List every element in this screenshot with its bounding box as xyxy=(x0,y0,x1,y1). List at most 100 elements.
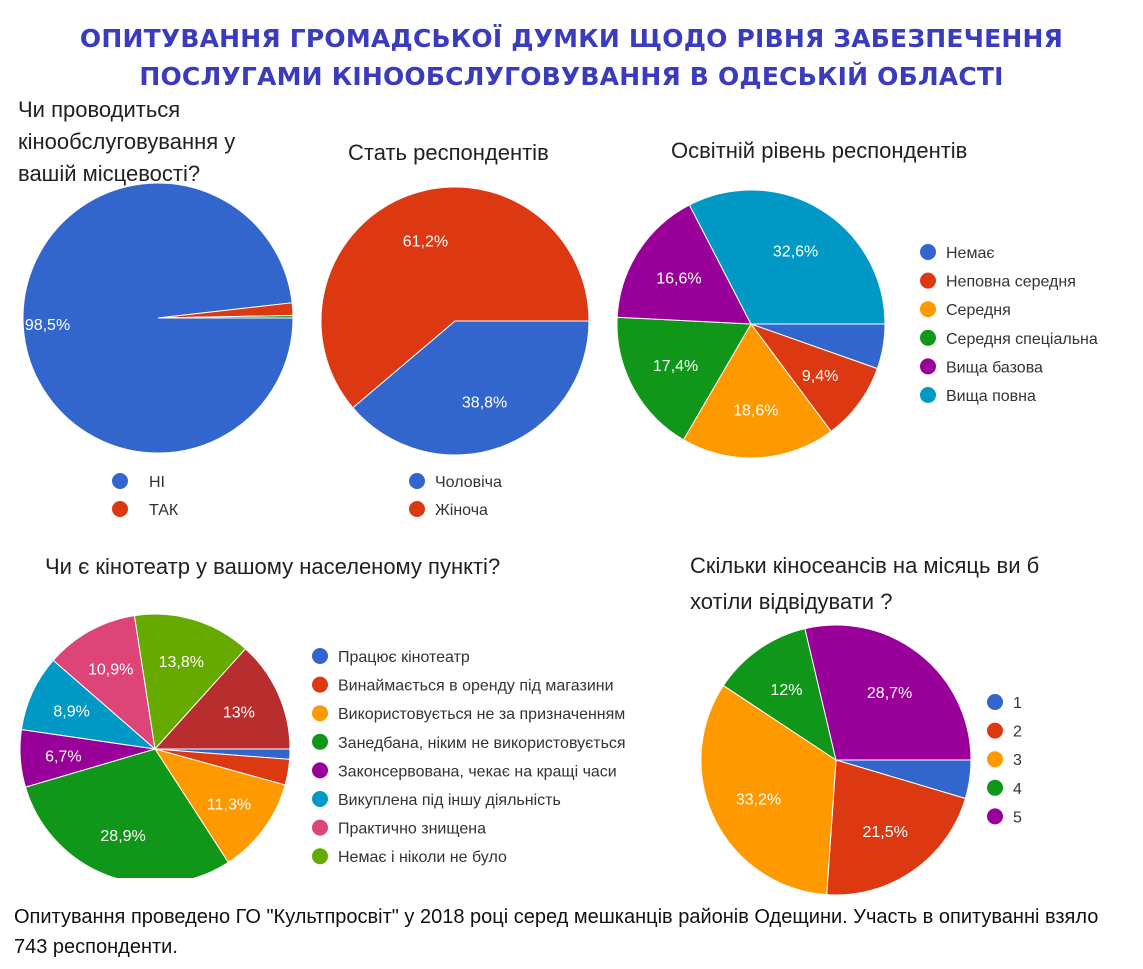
data-label: 12% xyxy=(770,682,802,699)
legend-1: Чоловіча Жіноча xyxy=(409,473,502,519)
pie-slice-cinema-7 xyxy=(133,613,247,751)
data-label: 61,2% xyxy=(403,234,448,251)
data-label: 13% xyxy=(223,705,255,722)
legend-label: 2 xyxy=(1013,724,1022,741)
legend-2: Немає Неповна середня Середня Середня спеці… xyxy=(920,244,1098,405)
legend-0: НІ ТАК xyxy=(112,473,179,519)
legend-label: Середня спеціальна xyxy=(946,331,1098,348)
legend-marker xyxy=(920,387,936,403)
pie-slice-cinema-extra xyxy=(153,648,291,750)
legend-label: Законсервована, чекає на кращі часи xyxy=(338,763,617,780)
pie-slice-cinema-6 xyxy=(52,614,156,751)
data-label: 16,6% xyxy=(656,271,701,288)
pie-chart-0: 98,5% xyxy=(22,182,294,454)
data-label: 98,5% xyxy=(25,317,70,334)
legend-marker xyxy=(112,501,128,517)
data-label: 11,3% xyxy=(207,796,251,813)
pie-slice-Чоловіча xyxy=(352,320,590,456)
legend-label: Вища повна xyxy=(946,388,1036,405)
chart-title-line: Чи є кінотеатр у вашому населеному пункт… xyxy=(45,554,501,579)
legend-marker xyxy=(312,848,328,865)
legend-marker xyxy=(920,329,936,346)
data-label: 21,5% xyxy=(863,824,908,841)
legend-label: 3 xyxy=(1013,752,1022,769)
chart-title-sessions: Скільки кіносеансів на місяць ви б хотіл… xyxy=(690,548,1039,620)
legend-label: Занедбана, ніким не використовується xyxy=(338,735,626,752)
pie-chart-4: 21,5% 33,2% 12% 28,7% xyxy=(700,624,972,896)
legend-label: 1 xyxy=(1013,695,1022,712)
data-label: 10,9% xyxy=(88,662,133,679)
chart-title-line: хотіли відвідувати ? xyxy=(690,589,893,614)
legend-label: Викуплена під іншу діяльність xyxy=(338,792,561,809)
legend-label: 5 xyxy=(1013,809,1022,826)
data-label: 28,9% xyxy=(100,828,145,845)
legend-label: Практично знищена xyxy=(338,821,486,838)
pie-slice-Жіноча xyxy=(320,186,590,409)
legend-label: ТАК xyxy=(149,502,179,519)
legend-label: Винаймається в оренду під магазини xyxy=(338,678,614,695)
pie-slice-sessions-5 xyxy=(804,624,972,761)
legend-label: Використовується не за призначенням xyxy=(338,706,625,723)
legend-marker xyxy=(312,819,328,836)
legend-marker xyxy=(987,722,1003,739)
chart-title-line: Освітній рівень респондентів xyxy=(671,138,968,163)
pie-slice-sessions-4 xyxy=(722,628,837,762)
data-label: 13,8% xyxy=(159,654,204,671)
pie-slice-Середня xyxy=(682,323,832,459)
chart-title-line: Стать респондентів xyxy=(348,140,549,165)
legend-label: Неповна середня xyxy=(946,274,1076,291)
legend-label: НІ xyxy=(149,474,165,491)
legend-label: Жіноча xyxy=(435,502,488,519)
data-label: 9,4% xyxy=(802,368,838,385)
data-label: 17,4% xyxy=(653,358,698,375)
chart-title-cinema: Чи є кінотеатр у вашому населеному пункт… xyxy=(45,551,500,583)
pie-slice-other xyxy=(157,314,294,319)
pie-slice-Неповна середня xyxy=(749,322,878,433)
legend-label: Працює кінотеатр xyxy=(338,649,470,666)
legend-label: 4 xyxy=(1013,781,1022,798)
legend-label: Немає xyxy=(946,245,995,262)
legend-label: Вища базова xyxy=(946,359,1043,376)
data-label: 6,7% xyxy=(45,749,81,766)
pie-slice-cinema-2 xyxy=(153,748,286,864)
legend-marker xyxy=(920,358,936,375)
legend-label: Чоловіча xyxy=(435,474,502,491)
pie-slice-cinema-3 xyxy=(24,748,229,878)
data-label: 18,6% xyxy=(733,403,778,420)
chart-title-line: кінообслуговування у xyxy=(18,129,236,154)
legend-marker xyxy=(312,791,328,807)
chart-title-line: Чи проводиться xyxy=(18,97,181,122)
legend-3: Працює кінотеатр Винаймається в оренду пі… xyxy=(312,648,626,866)
legend-label: Середня xyxy=(946,302,1011,319)
legend-marker xyxy=(312,676,328,693)
pie-slice-Вища повна xyxy=(688,189,886,325)
legend-marker xyxy=(987,751,1003,768)
legend-4: 1 2 3 4 5 xyxy=(987,694,1022,826)
data-label: 28,7% xyxy=(867,685,912,702)
legend-marker xyxy=(920,272,936,289)
legend-marker xyxy=(312,648,328,664)
legend-marker xyxy=(312,705,328,722)
page-title-line-2: ПОСЛУГАМИ КІНООБСЛУГОВУВАННЯ В ОДЕСЬКІЙ … xyxy=(139,62,1004,91)
chart-title-line: Скільки кіносеансів на місяць ви б xyxy=(690,553,1040,578)
survey-footnote: Опитування проведено ГО "Культпросвіт" у… xyxy=(14,906,1099,958)
page-title: ОПИТУВАННЯ ГРОМАДСЬКОЇ ДУМКИ ЩОДО РІВНЯ … xyxy=(0,20,1143,96)
data-label: 8,9% xyxy=(53,704,89,721)
legend-marker xyxy=(112,473,128,489)
chart-title-education: Освітній рівень респондентів xyxy=(671,135,967,167)
legend-marker xyxy=(409,473,425,489)
legend-marker xyxy=(312,733,328,750)
pie-chart-2: 9,4% 18,6% 17,4% 16,6% 32,6% xyxy=(616,189,886,459)
legend-marker xyxy=(987,808,1003,825)
legend-marker xyxy=(987,694,1003,710)
data-label: 33,2% xyxy=(736,791,781,808)
pie-chart-1: 38,8% 61,2% xyxy=(320,186,590,456)
pie-slice-Середня спеціальна xyxy=(616,316,752,441)
legend-marker xyxy=(409,501,425,517)
pie-chart-3: 11,3% 28,9% 6,7% 8,9% 10,9% 13,8% 13% xyxy=(19,613,291,878)
chart-title-local-screenings: Чи проводиться кінообслуговування у ваші… xyxy=(18,94,235,190)
legend-marker xyxy=(312,762,328,779)
legend-label: Немає і ніколи не було xyxy=(338,849,507,866)
pie-slice-sessions-2 xyxy=(826,759,967,896)
